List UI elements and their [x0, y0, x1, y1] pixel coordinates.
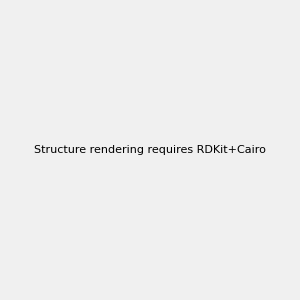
Text: Structure rendering requires RDKit+Cairo: Structure rendering requires RDKit+Cairo: [34, 145, 266, 155]
